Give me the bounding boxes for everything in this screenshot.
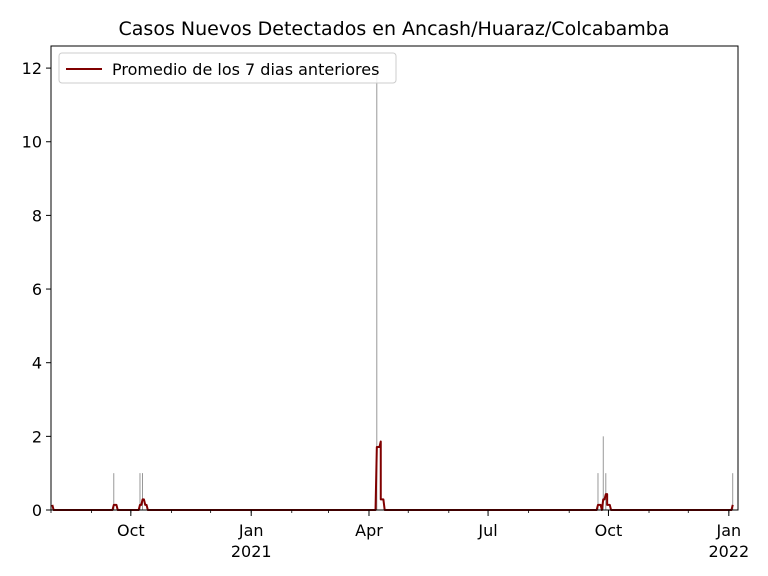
legend-label: Promedio de los 7 dias anteriores	[112, 60, 379, 79]
x-tick-label: Jan	[238, 521, 264, 540]
y-tick-label: 6	[32, 280, 42, 299]
legend-box	[58, 52, 397, 84]
y-axis: 0 2 4 6 8 10 12	[22, 59, 51, 520]
y-tick-label: 10	[22, 133, 42, 152]
y-tick-label: 8	[32, 206, 42, 225]
plot-frame	[50, 45, 739, 511]
x-tick-label: Oct	[117, 521, 145, 540]
y-tick-label: 4	[32, 354, 42, 373]
x-tick-year-label: 2021	[231, 542, 272, 561]
y-tick-label: 2	[32, 427, 42, 446]
legend: Promedio de los 7 dias anteriores	[58, 52, 397, 84]
chart-title: Casos Nuevos Detectados en Ancash/Huaraz…	[119, 18, 670, 40]
x-tick-label: Oct	[595, 521, 623, 540]
x-axis: Oct Jan 2021 Apr Jul Oct Jan 2022	[50, 510, 749, 561]
y-tick-label: 0	[32, 501, 42, 520]
x-tick-label: Jul	[477, 521, 497, 540]
x-tick-year-label: 2022	[708, 542, 749, 561]
x-tick-label: Jan	[716, 521, 742, 540]
y-tick-label: 12	[22, 59, 42, 78]
x-tick-label: Apr	[355, 521, 383, 540]
